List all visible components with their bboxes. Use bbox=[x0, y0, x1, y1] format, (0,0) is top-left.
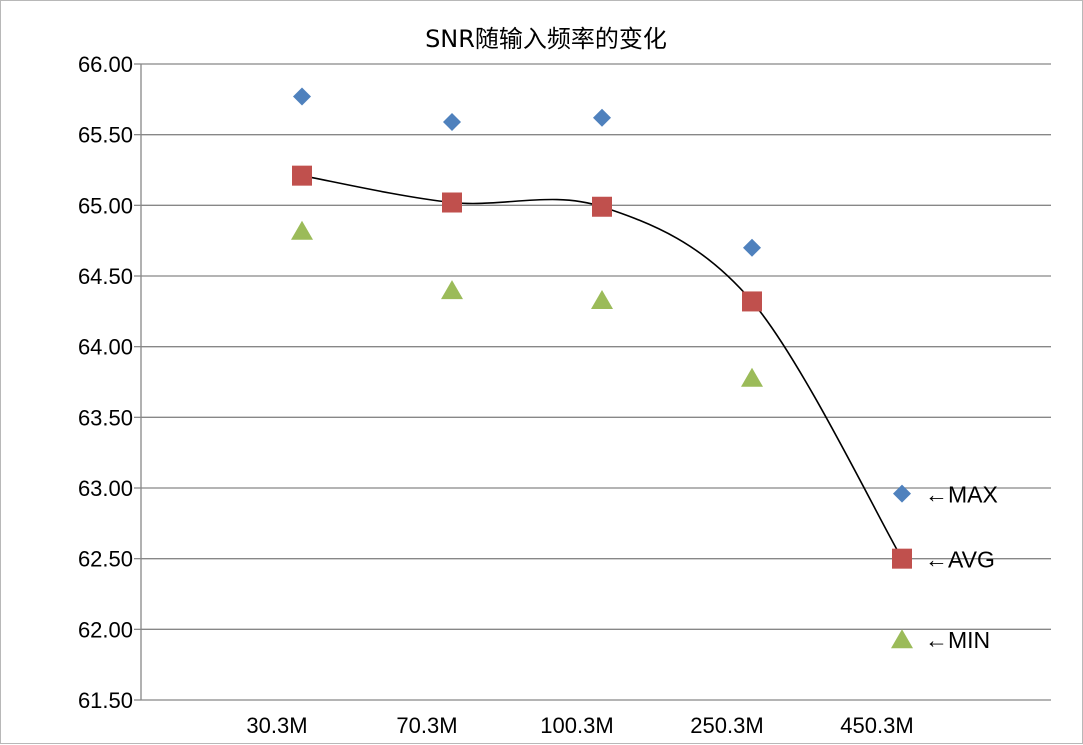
max-marker bbox=[593, 108, 611, 127]
y-tick-label: 64.50 bbox=[78, 264, 133, 289]
annotations: ←MAX ←AVG ←MIN bbox=[925, 482, 998, 654]
y-tick-label: 65.00 bbox=[78, 193, 133, 218]
max-marker bbox=[293, 87, 311, 106]
y-tick-label: 65.50 bbox=[78, 123, 133, 148]
x-tick-label: 70.3M bbox=[396, 713, 457, 738]
x-tick-label: 450.3M bbox=[840, 713, 913, 738]
min-marker bbox=[591, 290, 613, 310]
max-annotation: ←MAX bbox=[925, 482, 998, 508]
y-tick-label: 62.00 bbox=[78, 617, 133, 642]
min-marker bbox=[291, 220, 313, 240]
y-tick-label: 64.00 bbox=[78, 335, 133, 360]
data-markers bbox=[291, 87, 913, 649]
max-marker bbox=[743, 238, 761, 257]
x-axis-ticks: 30.3M 70.3M 100.3M 250.3M 450.3M bbox=[246, 713, 913, 738]
max-marker bbox=[893, 484, 911, 503]
avg-marker bbox=[442, 192, 462, 213]
y-tick-label: 62.50 bbox=[78, 547, 133, 572]
avg-annotation: ←AVG bbox=[925, 547, 995, 573]
x-tick-label: 100.3M bbox=[540, 713, 613, 738]
avg-trendline bbox=[301, 174, 903, 560]
grid-lines bbox=[134, 63, 1051, 701]
avg-marker bbox=[592, 196, 612, 217]
min-annotation: ←MIN bbox=[925, 627, 990, 653]
x-tick-label: 250.3M bbox=[690, 713, 763, 738]
max-marker bbox=[443, 112, 461, 131]
avg-marker bbox=[292, 165, 312, 186]
min-marker bbox=[891, 629, 913, 649]
avg-marker bbox=[892, 548, 912, 569]
x-tick-label: 30.3M bbox=[246, 713, 307, 738]
y-tick-label: 61.50 bbox=[78, 688, 133, 713]
y-tick-label: 66.00 bbox=[78, 52, 133, 77]
y-tick-label: 63.00 bbox=[78, 476, 133, 501]
min-marker bbox=[741, 367, 763, 387]
min-marker bbox=[441, 280, 463, 300]
y-tick-label: 63.50 bbox=[78, 405, 133, 430]
avg-marker bbox=[742, 291, 762, 312]
y-axis-ticks: 66.00 65.50 65.00 64.50 64.00 63.50 63.00 62.50… bbox=[78, 52, 133, 713]
chart-title: SNR随输入频率的变化 bbox=[425, 25, 667, 53]
